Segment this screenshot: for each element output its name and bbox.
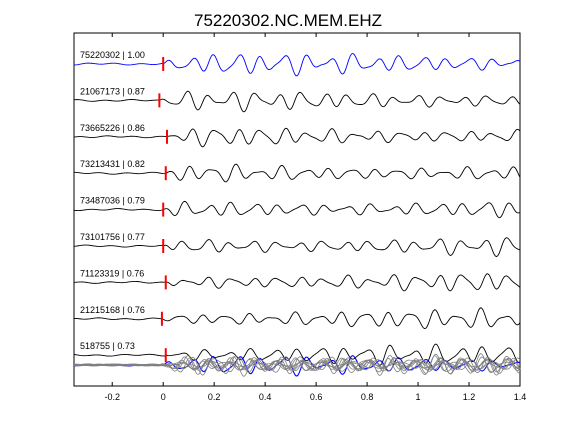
x-tick-label: 1.2 xyxy=(463,392,476,402)
x-tick-label: 0.6 xyxy=(310,392,323,402)
trace-label: 518755 | 0.73 xyxy=(80,341,135,351)
x-tick-label: 0.8 xyxy=(361,392,374,402)
trace-label: 73487036 | 0.79 xyxy=(80,196,145,206)
traces-layer: 75220302 | 1.00 21067173 | 0.87 73665226 |… xyxy=(73,50,521,366)
trace-label: 21215168 | 0.76 xyxy=(80,305,145,315)
trace-label: 73213431 | 0.82 xyxy=(80,159,145,169)
trace-label: 73665226 | 0.86 xyxy=(80,123,145,133)
chart-title: 75220302.NC.MEM.EHZ xyxy=(194,11,382,30)
x-axis: -0.2 0 0.2 0.4 0.6 0.8 1 1.2 1.4 xyxy=(104,33,526,402)
trace-line xyxy=(73,163,521,183)
trace-label: 73101756 | 0.77 xyxy=(80,232,145,242)
x-tick-label: 0.2 xyxy=(208,392,221,402)
trace-line xyxy=(73,127,521,148)
trace-line xyxy=(73,200,521,219)
overlay-stack xyxy=(73,353,521,377)
x-tick-label: 1 xyxy=(416,392,421,402)
trace-line xyxy=(73,307,521,330)
trace-label: 21067173 | 0.87 xyxy=(80,86,145,96)
trace-line xyxy=(73,52,521,77)
x-tick-label: 1.4 xyxy=(514,392,527,402)
trace-line xyxy=(73,237,521,258)
trace-line xyxy=(73,90,521,113)
trace-line xyxy=(73,273,521,292)
overlay-trace-line xyxy=(73,353,521,376)
overlay-trace-line xyxy=(73,356,521,375)
plot-area-frame xyxy=(73,32,521,387)
x-tick-label: 0 xyxy=(161,392,166,402)
trace-label: 75220302 | 1.00 xyxy=(80,50,145,60)
x-tick-label: 0.4 xyxy=(259,392,272,402)
x-tick-label: -0.2 xyxy=(104,392,120,402)
trace-label: 71123319 | 0.76 xyxy=(80,268,144,278)
